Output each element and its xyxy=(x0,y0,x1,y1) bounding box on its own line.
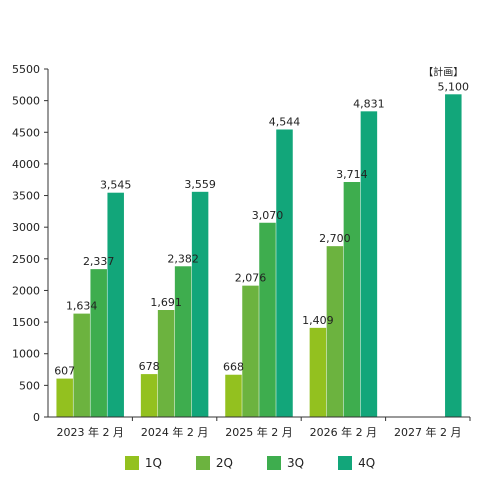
y-tick-label: 2500 xyxy=(12,253,40,266)
data-label: 607 xyxy=(54,365,75,378)
y-tick-label: 3500 xyxy=(12,190,40,203)
bar-4q xyxy=(107,192,124,417)
data-label: 3,545 xyxy=(100,179,132,192)
y-tick-label: 2000 xyxy=(12,284,40,297)
bar-3q xyxy=(259,222,276,417)
bar-3q xyxy=(90,269,107,417)
bar-2q xyxy=(157,310,175,417)
x-tick-label: 2026 年 2 月 xyxy=(310,425,377,439)
bar-1q xyxy=(225,374,242,417)
legend-swatch-1q xyxy=(124,456,139,470)
bar-4q xyxy=(276,129,293,418)
data-label: 3,559 xyxy=(184,178,216,191)
x-tick-label: 2027 年 2 月 xyxy=(394,425,461,439)
bar-4q xyxy=(445,94,462,418)
data-label: 3,714 xyxy=(336,168,368,181)
x-tick-label: 2024 年 2 月 xyxy=(141,425,208,439)
y-tick-label: 5000 xyxy=(12,95,40,108)
bar-1q xyxy=(140,374,158,417)
data-label: 668 xyxy=(223,361,244,374)
bar-3q xyxy=(174,266,192,417)
legend-label-1q: 1Q xyxy=(144,456,162,470)
bar-4q xyxy=(360,111,378,417)
data-labels: 607 1,634 2,337 3,545 678 1,691 2,382 3,559 668 2… xyxy=(54,80,469,377)
legend-swatch-3q xyxy=(267,456,281,470)
legend-label-2q: 2Q xyxy=(215,456,233,470)
x-axis-labels: 2023 年 2 月 2024 年 2 月 2025 年 2 月 2026 年 2 月… xyxy=(56,417,471,439)
data-label: 2,382 xyxy=(167,252,199,265)
x-tick-label: 2025 年 2 月 xyxy=(225,425,292,439)
data-label: 2,076 xyxy=(235,272,267,285)
y-tick-label: 5500 xyxy=(12,63,40,76)
legend-swatch-2q xyxy=(195,456,210,470)
bar-1q xyxy=(56,378,73,417)
legend-item-2q: 2Q xyxy=(195,456,233,470)
data-label: 3,070 xyxy=(252,209,284,222)
y-tick-label: 0 xyxy=(33,411,40,424)
data-label: 1,409 xyxy=(302,314,334,327)
legend-item-3q: 3Q xyxy=(267,456,304,470)
legend-item-1q: 1Q xyxy=(124,456,162,470)
y-tick-label: 4500 xyxy=(12,126,40,139)
y-axis-ticks: 0 500 1000 1500 2000 2500 3000 3500 4000 4500 5000… xyxy=(12,63,48,424)
data-label: 678 xyxy=(139,360,160,373)
bar-1q xyxy=(309,327,327,417)
legend-label-4q: 4Q xyxy=(358,456,376,470)
bar-2q xyxy=(73,313,90,417)
data-label: 4,544 xyxy=(269,115,301,128)
data-label: 5,100 xyxy=(438,80,470,93)
data-label: 2,337 xyxy=(83,255,115,268)
bar-2q xyxy=(326,246,344,417)
y-tick-label: 500 xyxy=(19,379,40,392)
legend-label-3q: 3Q xyxy=(287,456,305,470)
bars xyxy=(56,94,462,418)
legend-swatch-4q xyxy=(338,456,353,470)
x-tick-label: 2023 年 2 月 xyxy=(56,425,123,439)
data-label: 1,691 xyxy=(150,296,182,309)
bar-chart: 0 500 1000 1500 2000 2500 3000 3500 4000 4500 5000… xyxy=(12,63,471,439)
data-label: 1,634 xyxy=(66,300,98,313)
y-tick-label: 1500 xyxy=(12,316,40,329)
y-tick-label: 1000 xyxy=(12,348,40,361)
bar-4q xyxy=(191,191,209,417)
legend: 1Q 2Q 3Q 4Q xyxy=(0,456,500,470)
y-tick-label: 4000 xyxy=(12,158,40,171)
y-tick-label: 3000 xyxy=(12,221,40,234)
data-label: 4,831 xyxy=(353,97,385,110)
data-label: 2,700 xyxy=(319,232,351,245)
legend-item-4q: 4Q xyxy=(338,456,375,470)
bar-2q xyxy=(242,285,259,417)
bar-3q xyxy=(343,182,361,417)
plan-annotation: 【計画】 xyxy=(423,65,463,78)
